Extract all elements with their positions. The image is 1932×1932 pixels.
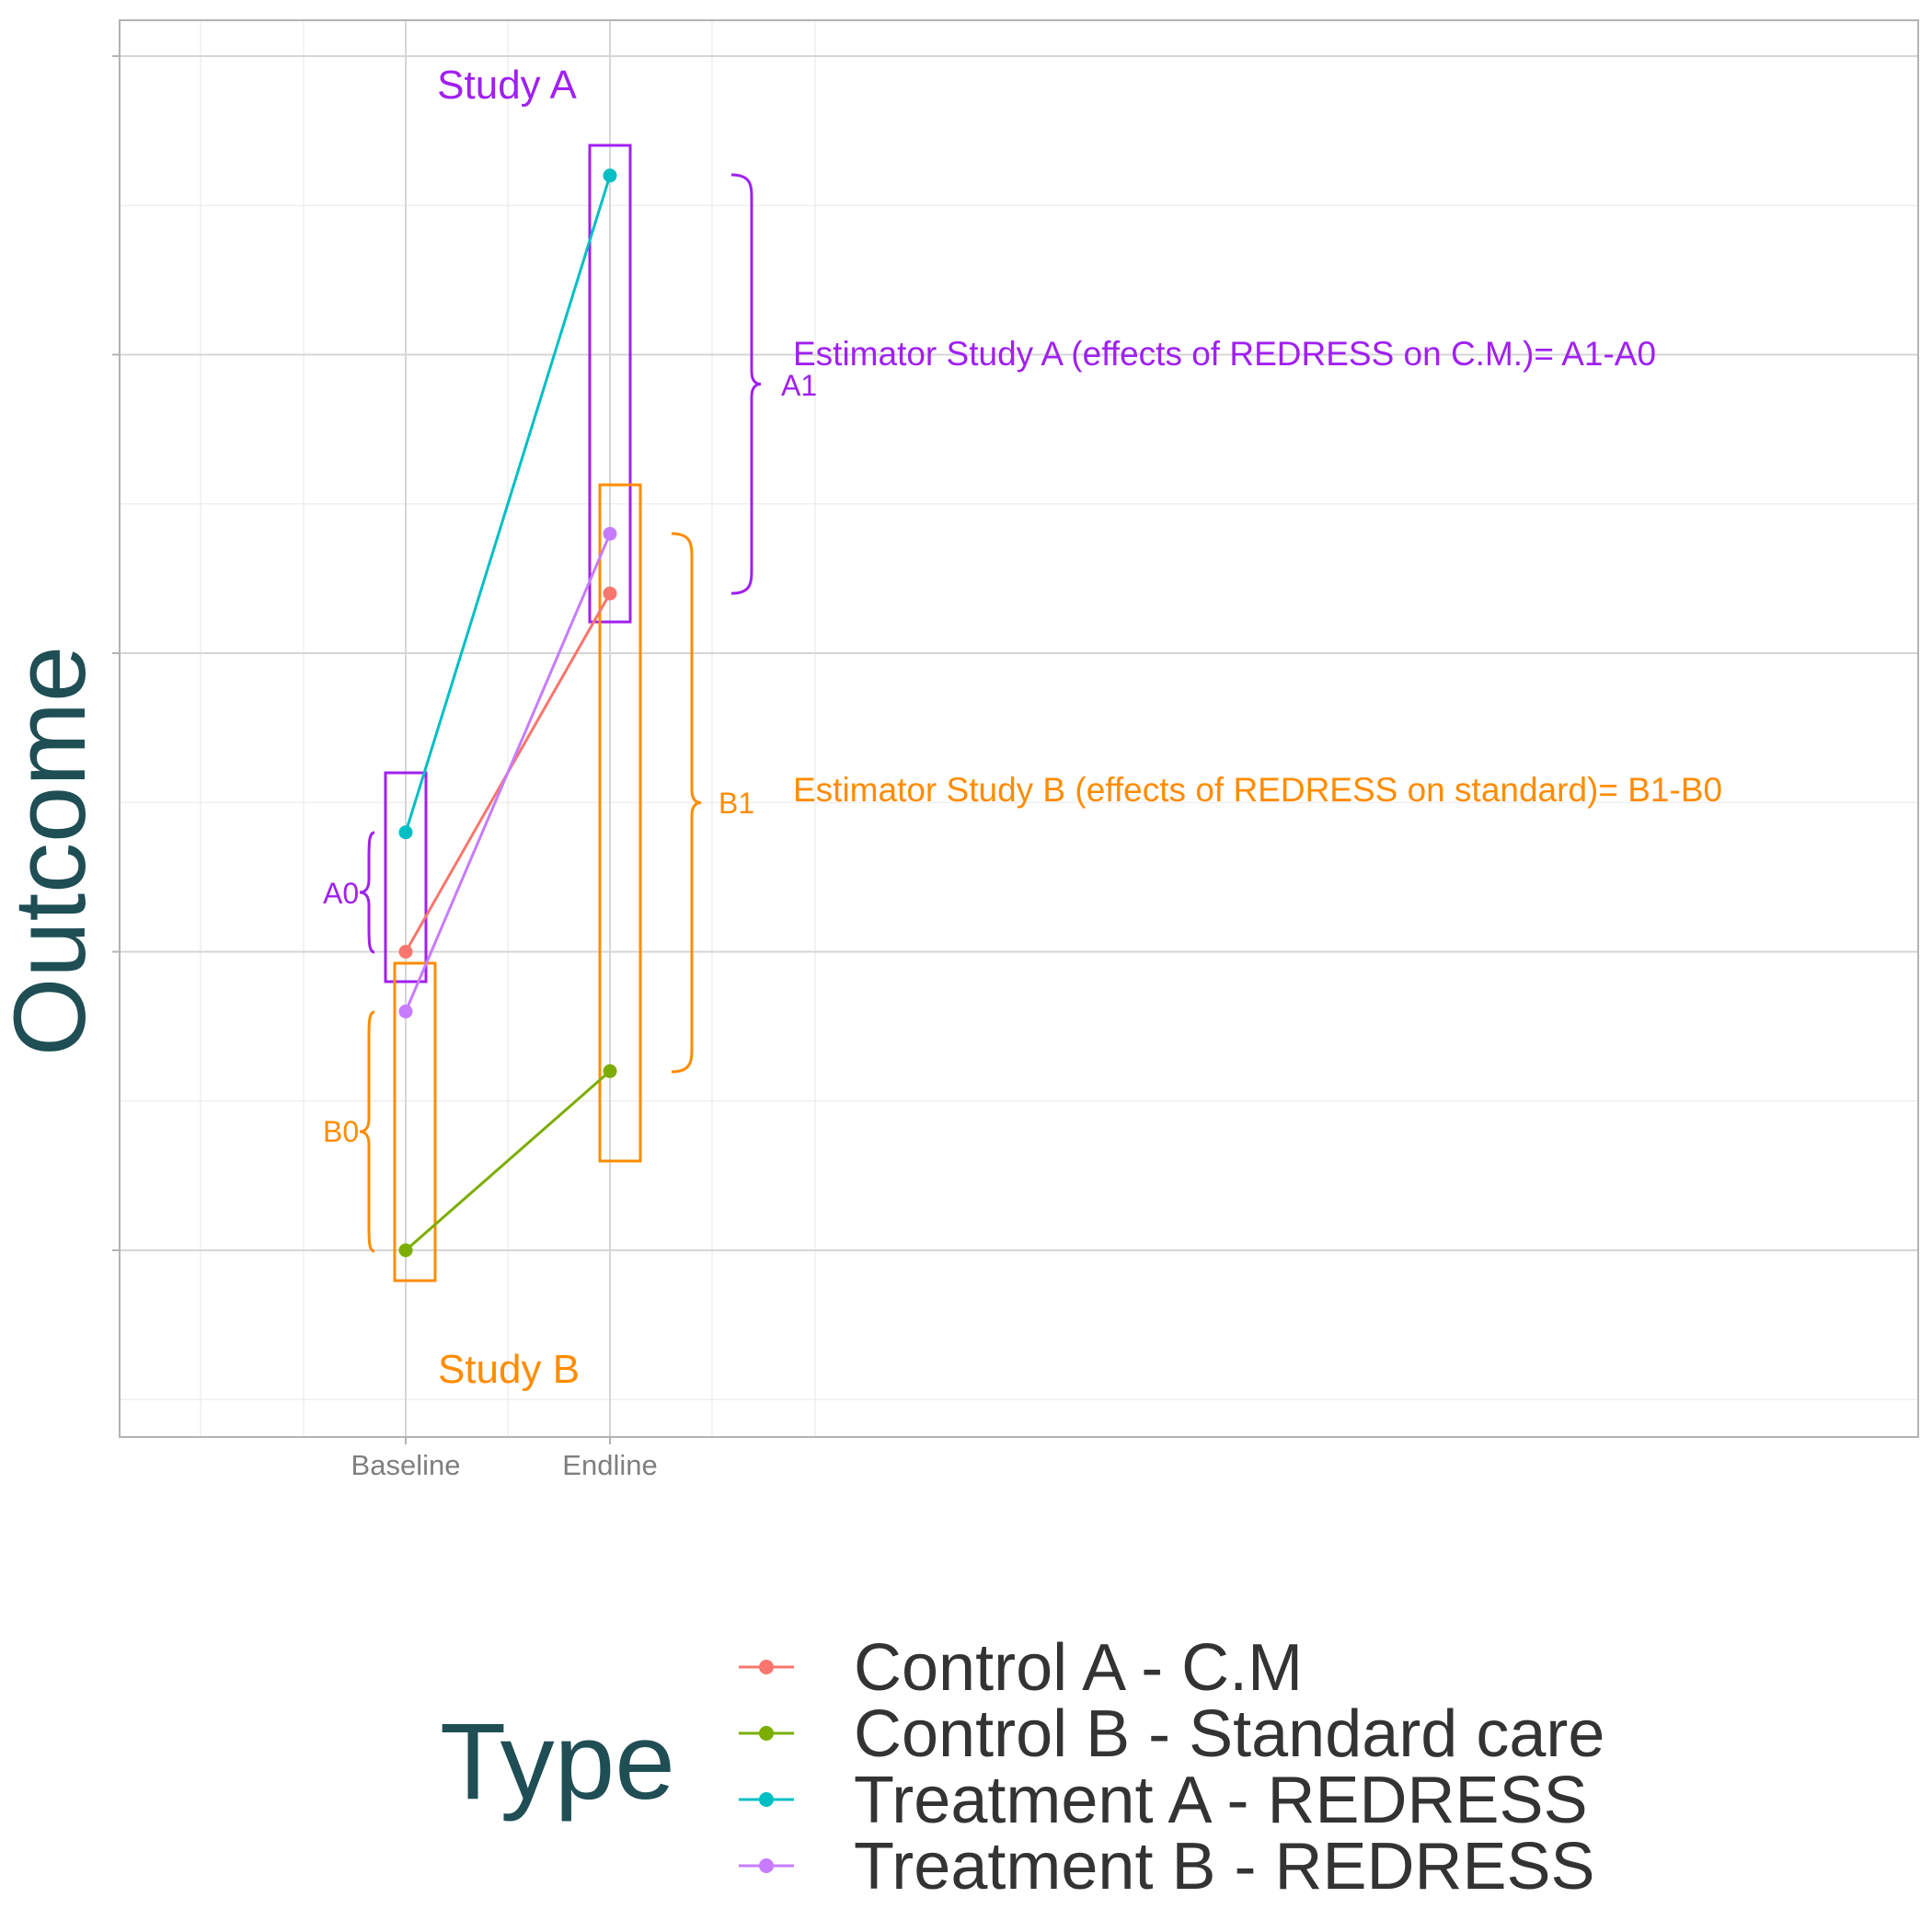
legend-label: Control A - C.M	[854, 1631, 1303, 1705]
study-a-baseline-box	[384, 771, 428, 983]
x-tick-label: Baseline	[351, 1449, 461, 1481]
legend-label: Treatment A - REDRESS	[854, 1764, 1588, 1837]
estimator-a-text: Estimator Study A (effects of REDRESS on…	[793, 335, 1656, 373]
study-a-endline-box	[588, 144, 632, 624]
grid	[120, 20, 1918, 1437]
study-a-label: Study A	[437, 63, 577, 108]
data-point	[398, 1004, 413, 1018]
legend-title: Type	[440, 1701, 675, 1823]
legend-label: Treatment B - REDRESS	[854, 1830, 1595, 1903]
y-axis-title: Outcome	[0, 646, 107, 1056]
series-line-1	[405, 1070, 611, 1252]
data-point	[398, 945, 413, 959]
braces	[359, 173, 762, 1253]
data-point	[603, 526, 617, 541]
legend-label: Control B - Standard care	[854, 1697, 1604, 1771]
legend-key-point	[759, 1726, 774, 1741]
series-points	[398, 168, 617, 1258]
a1-label: A1	[781, 369, 817, 402]
legend-key-point	[759, 1858, 774, 1873]
brace-b1	[671, 532, 702, 1074]
y-ticks	[112, 55, 120, 1251]
data-point	[603, 168, 617, 183]
data-point	[603, 1064, 617, 1078]
plot-background	[120, 20, 1918, 1437]
b1-label: B1	[719, 787, 754, 820]
x-ticks: Baseline Endline	[351, 1437, 658, 1481]
series-lines	[404, 175, 612, 1252]
b0-label: B0	[323, 1115, 359, 1148]
series-line-2	[404, 175, 612, 834]
study-b-endline-box	[598, 483, 642, 1163]
legend-key-point	[759, 1792, 774, 1807]
brace-a1	[730, 173, 762, 595]
a0-label: A0	[323, 877, 359, 910]
study-b-baseline-box	[393, 961, 437, 1282]
series-line-3	[404, 533, 612, 1012]
brace-b0	[359, 1010, 375, 1253]
x-tick-label: Endline	[562, 1449, 657, 1481]
study-boxes	[384, 144, 642, 1282]
data-point	[398, 825, 413, 840]
estimator-b-text: Estimator Study B (effects of REDRESS on…	[793, 771, 1722, 809]
plot-border	[119, 19, 1919, 1438]
data-point	[603, 586, 617, 601]
data-point	[398, 1243, 413, 1258]
legend-key-point	[759, 1660, 774, 1674]
study-b-label: Study B	[438, 1347, 580, 1392]
brace-a0	[359, 831, 375, 954]
